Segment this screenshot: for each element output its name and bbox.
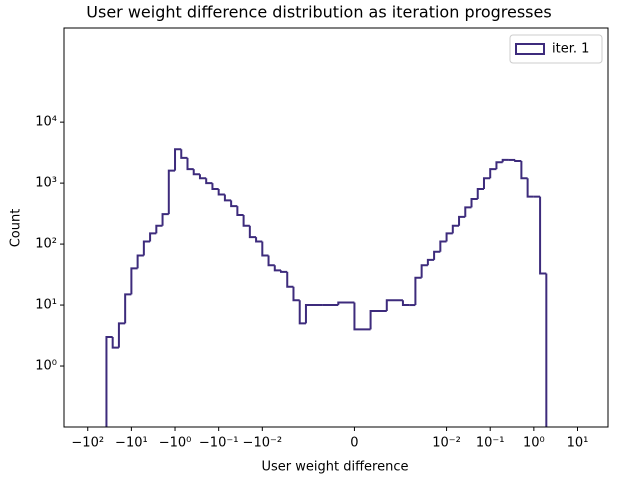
histogram-bin (470, 197, 478, 208)
histogram-bin (124, 293, 132, 324)
x-tick-label: 0 (350, 436, 358, 451)
plot-frame (63, 27, 609, 428)
histogram-bin (520, 161, 528, 180)
histogram-bin (230, 200, 238, 208)
histogram-bin (255, 237, 263, 243)
x-tick-label: −10⁻¹ (199, 436, 239, 451)
histogram-bin (420, 264, 428, 278)
legend-box (509, 34, 603, 64)
histogram-bin (337, 301, 355, 306)
histogram-bin (142, 240, 151, 256)
histogram-bin (414, 276, 422, 306)
histogram-bin (242, 214, 250, 227)
histogram-bin (136, 254, 144, 269)
histogram-bin (111, 336, 119, 349)
histogram-bin (273, 265, 282, 272)
y-tick-label: 10¹ (35, 298, 57, 313)
histogram-bin (217, 189, 225, 196)
histogram-bin (495, 161, 503, 170)
y-tick-label: 10² (35, 237, 57, 252)
histogram-bin (476, 188, 484, 199)
histogram-bin (445, 232, 453, 242)
histogram-bin (198, 174, 207, 180)
histogram-bin (130, 267, 138, 295)
histogram-bin (369, 309, 387, 330)
histogram-bin (280, 270, 288, 273)
x-tick-label: 10⁻² (432, 436, 461, 451)
histogram-bin (298, 300, 306, 325)
histogram-bin (526, 178, 534, 198)
histogram (105, 148, 548, 427)
histogram-bin (180, 149, 188, 159)
y-tick-label: 10³ (35, 176, 57, 191)
histogram-bin (117, 322, 126, 348)
histogram-bin (261, 241, 269, 257)
x-tick-label: −10⁰ (159, 436, 192, 451)
x-tick-label: 10¹ (567, 436, 589, 451)
legend-label: iter. 1 (552, 42, 589, 57)
histogram-bin (211, 183, 219, 191)
x-tick-label: 10⁻¹ (476, 436, 505, 451)
histogram-bin (433, 250, 441, 260)
histogram-bin (205, 178, 213, 185)
histogram-bin (458, 215, 466, 226)
histogram-bin (267, 255, 275, 267)
histogram-bin (186, 157, 194, 171)
x-tick-label: −10¹ (115, 436, 148, 451)
histogram-bin (482, 177, 491, 190)
histogram-bin (439, 240, 447, 252)
histogram-bin (292, 286, 300, 302)
histogram-bin (489, 168, 497, 179)
histogram-bin (161, 213, 169, 226)
histogram-bin (353, 302, 371, 331)
x-axis-label: User weight difference (262, 460, 409, 475)
y-axis-label: Count (9, 209, 24, 248)
histogram-bin (223, 194, 232, 202)
histogram-bin (149, 232, 157, 242)
histogram-bin (192, 169, 200, 176)
y-tick-label: 10⁴ (35, 115, 57, 130)
chart-title: User weight difference distribution as i… (86, 3, 551, 22)
x-tick-label: 10⁰ (523, 436, 545, 451)
histogram-bin (514, 159, 522, 163)
histogram-bin (248, 225, 257, 239)
histogram-bin (286, 271, 294, 288)
histogram-bin (105, 335, 113, 427)
histogram-bin (501, 158, 509, 163)
y-tick-label: 10⁰ (35, 359, 57, 374)
histogram-bin (401, 300, 410, 307)
histogram-bin (545, 273, 548, 427)
histogram-bin (451, 224, 460, 234)
histogram-bin (539, 196, 547, 275)
histogram-bin (174, 148, 182, 171)
legend-swatch (515, 43, 545, 55)
histogram-bin (304, 304, 323, 324)
x-tick-label: −10² (71, 436, 104, 451)
histogram-bin (236, 206, 244, 216)
histogram-bin (385, 299, 403, 311)
histogram-bin (155, 224, 163, 234)
x-tick-label: −10⁻² (243, 436, 283, 451)
histogram-bin (464, 206, 472, 217)
histogram-bin (167, 169, 176, 215)
histogram-bin (426, 258, 435, 266)
